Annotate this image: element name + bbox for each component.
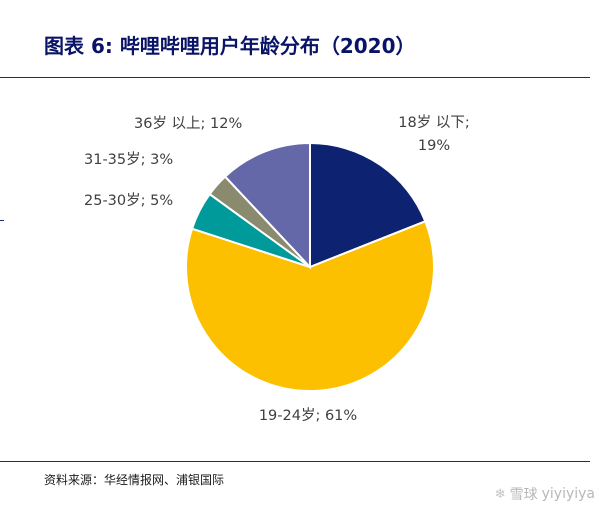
- slice-label: 19-24岁; 61%: [259, 407, 357, 424]
- pie-slice: [223, 141, 311, 270]
- source-note: 资料来源：华经情报网、浦银国际: [44, 473, 225, 487]
- watermark: ❄ 雪球 yiyiyiya: [495, 484, 595, 504]
- slice-label: 18岁 以下; 19%: [398, 114, 469, 154]
- side-tick-mark: [0, 461, 4, 462]
- slice-label: 31-35岁; 3%: [84, 151, 173, 168]
- watermark-user: yiyiyiya: [541, 486, 595, 502]
- footer-divider: [0, 461, 590, 462]
- slice-label: 25-30岁; 5%: [84, 192, 173, 209]
- pie-slice: [309, 141, 427, 269]
- chart-title: 图表 6: 哔哩哔哩用户年龄分布（2020）: [44, 34, 416, 58]
- slice-label: 36岁 以上; 12%: [134, 115, 242, 132]
- header-divider: [0, 77, 590, 78]
- watermark-brand: 雪球: [509, 487, 538, 503]
- side-tick-mark: [0, 220, 4, 221]
- pie-slice: [185, 220, 435, 392]
- snowball-icon: ❄: [494, 486, 506, 502]
